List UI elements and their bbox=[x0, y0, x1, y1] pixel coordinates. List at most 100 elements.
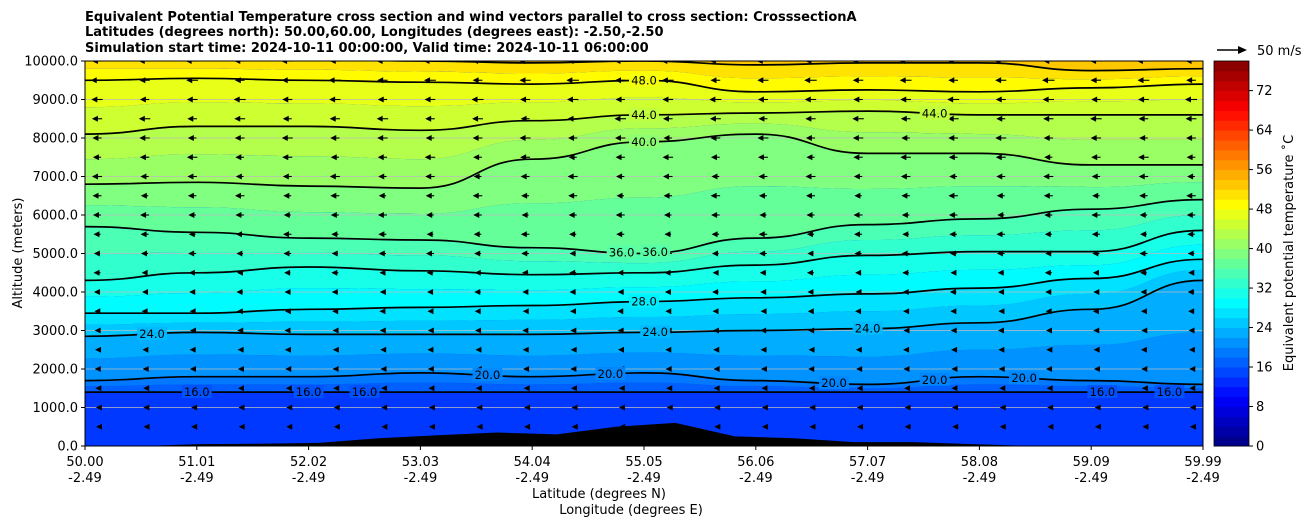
wind-vector-59 bbox=[618, 385, 625, 392]
wind-vector-456 bbox=[91, 61, 103, 64]
wind-vector-346 bbox=[568, 154, 577, 161]
x-tick-label-lon-3: -2.49 bbox=[404, 471, 438, 486]
wind-vector-464 bbox=[472, 61, 483, 64]
contour-label-1: 44.0 bbox=[922, 106, 948, 120]
wind-vector-118 bbox=[1140, 346, 1147, 353]
wind-vector-392 bbox=[472, 115, 483, 122]
wind-vector-417 bbox=[520, 96, 531, 103]
wind-vector-199 bbox=[426, 269, 434, 276]
wind-vector-430 bbox=[1138, 96, 1149, 103]
wind-vector-245 bbox=[331, 231, 339, 238]
contour-label-13: 20.0 bbox=[598, 367, 624, 381]
wind-vector-378 bbox=[948, 135, 959, 141]
wind-vector-394 bbox=[567, 115, 578, 122]
wind-vector-290 bbox=[187, 192, 197, 199]
x-tick-label-lon-5: -2.49 bbox=[627, 471, 661, 486]
y-tick-label-5: 5000.0 bbox=[33, 247, 79, 262]
colorbar-step-15 bbox=[1214, 288, 1249, 299]
wind-vector-124 bbox=[284, 327, 291, 334]
wind-vector-108 bbox=[665, 346, 672, 353]
wind-vector-203 bbox=[617, 269, 624, 276]
wind-vector-213 bbox=[1092, 269, 1099, 276]
wind-vector-447 bbox=[804, 77, 817, 84]
wind-vector-423 bbox=[804, 96, 817, 103]
x-tick-label-lat-7: 57.07 bbox=[849, 455, 886, 470]
wind-vector-280 bbox=[853, 212, 863, 218]
wind-vector-331 bbox=[996, 173, 1006, 180]
wind-vector-184 bbox=[855, 289, 862, 295]
chart-title: Equivalent Potential Temperature cross s… bbox=[85, 10, 857, 56]
fill-band-24-0 bbox=[85, 269, 1203, 337]
wind-vector-317 bbox=[329, 173, 340, 180]
wind-vector-271 bbox=[426, 212, 434, 218]
wind-vector-67 bbox=[999, 385, 1006, 392]
quiver-key-arrow-head bbox=[1238, 46, 1247, 54]
wind-vector-232 bbox=[854, 250, 862, 257]
wind-vector-133 bbox=[712, 327, 719, 334]
wind-vector-330 bbox=[949, 173, 958, 180]
wind-vector-207 bbox=[806, 269, 814, 276]
contour-label-12: 20.0 bbox=[475, 368, 501, 382]
wind-vector-236 bbox=[1045, 250, 1052, 257]
wind-vector-158 bbox=[760, 308, 767, 315]
wind-vector-159 bbox=[807, 308, 814, 315]
wind-vector-15 bbox=[809, 423, 816, 430]
fill-band-20-0 bbox=[85, 332, 1203, 385]
wind-vector-110 bbox=[760, 346, 767, 353]
wind-vector-115 bbox=[998, 346, 1005, 353]
wind-vector-10 bbox=[571, 423, 578, 430]
wind-vector-168 bbox=[93, 289, 101, 295]
wind-vector-298 bbox=[568, 192, 578, 199]
wind-vector-477 bbox=[1090, 61, 1102, 64]
wind-vector-250 bbox=[569, 231, 577, 238]
wind-vector-147 bbox=[236, 308, 243, 315]
contour-label-bg-11 bbox=[293, 385, 324, 399]
wind-vector-97 bbox=[142, 346, 149, 353]
wind-vector-178 bbox=[569, 289, 576, 295]
wind-vector-173 bbox=[331, 289, 338, 295]
x-tick-label-lat-5: 55.05 bbox=[625, 455, 662, 470]
wind-vector-84 bbox=[665, 366, 672, 372]
wind-vector-479 bbox=[1185, 61, 1197, 64]
wind-vector-64 bbox=[856, 385, 863, 392]
wind-vector-237 bbox=[1092, 250, 1100, 257]
contour-label-bg-16 bbox=[1009, 371, 1040, 385]
wind-vector-127 bbox=[427, 327, 434, 334]
wind-vector-85 bbox=[713, 366, 720, 372]
wind-vector-106 bbox=[570, 346, 577, 353]
contour-label-bg-4 bbox=[606, 245, 637, 259]
wind-vector-404 bbox=[1043, 115, 1054, 122]
wind-vector-62 bbox=[761, 385, 768, 392]
colorbar-step-7 bbox=[1214, 367, 1249, 378]
wind-vector-324 bbox=[663, 173, 673, 180]
wind-vector-249 bbox=[520, 231, 530, 238]
wind-vector-466 bbox=[567, 61, 578, 64]
wind-vector-432 bbox=[90, 77, 104, 84]
wind-vector-471 bbox=[805, 61, 816, 64]
wind-vector-224 bbox=[474, 250, 481, 257]
wind-vector-327 bbox=[805, 173, 816, 180]
wind-vector-0 bbox=[96, 423, 102, 430]
fill-band-36-0 bbox=[85, 182, 1203, 254]
wind-vector-26 bbox=[191, 404, 198, 411]
title-line-2: Latitudes (degrees north): 50.00,60.00, … bbox=[85, 25, 664, 40]
wind-vector-380 bbox=[1043, 135, 1053, 141]
wind-vector-7 bbox=[428, 423, 435, 430]
colorbar-step-21 bbox=[1214, 228, 1249, 240]
colorbar-step-25 bbox=[1214, 189, 1249, 200]
colorbar-step-14 bbox=[1214, 297, 1249, 309]
wind-vector-460 bbox=[281, 61, 294, 64]
wind-vector-44 bbox=[1047, 404, 1054, 411]
wind-vector-419 bbox=[615, 96, 625, 103]
wind-vector-206 bbox=[759, 269, 767, 276]
wind-vector-218 bbox=[188, 250, 197, 257]
wind-vector-467 bbox=[614, 61, 627, 64]
wind-vector-372 bbox=[663, 135, 673, 141]
wind-vector-276 bbox=[664, 212, 672, 218]
wind-vector-92 bbox=[1046, 366, 1053, 372]
wind-vector-253 bbox=[711, 231, 720, 238]
wind-vector-333 bbox=[1091, 173, 1101, 180]
contour-label-5: 36.0 bbox=[642, 245, 668, 259]
wind-vector-274 bbox=[568, 212, 577, 218]
wind-vector-393 bbox=[520, 115, 530, 122]
